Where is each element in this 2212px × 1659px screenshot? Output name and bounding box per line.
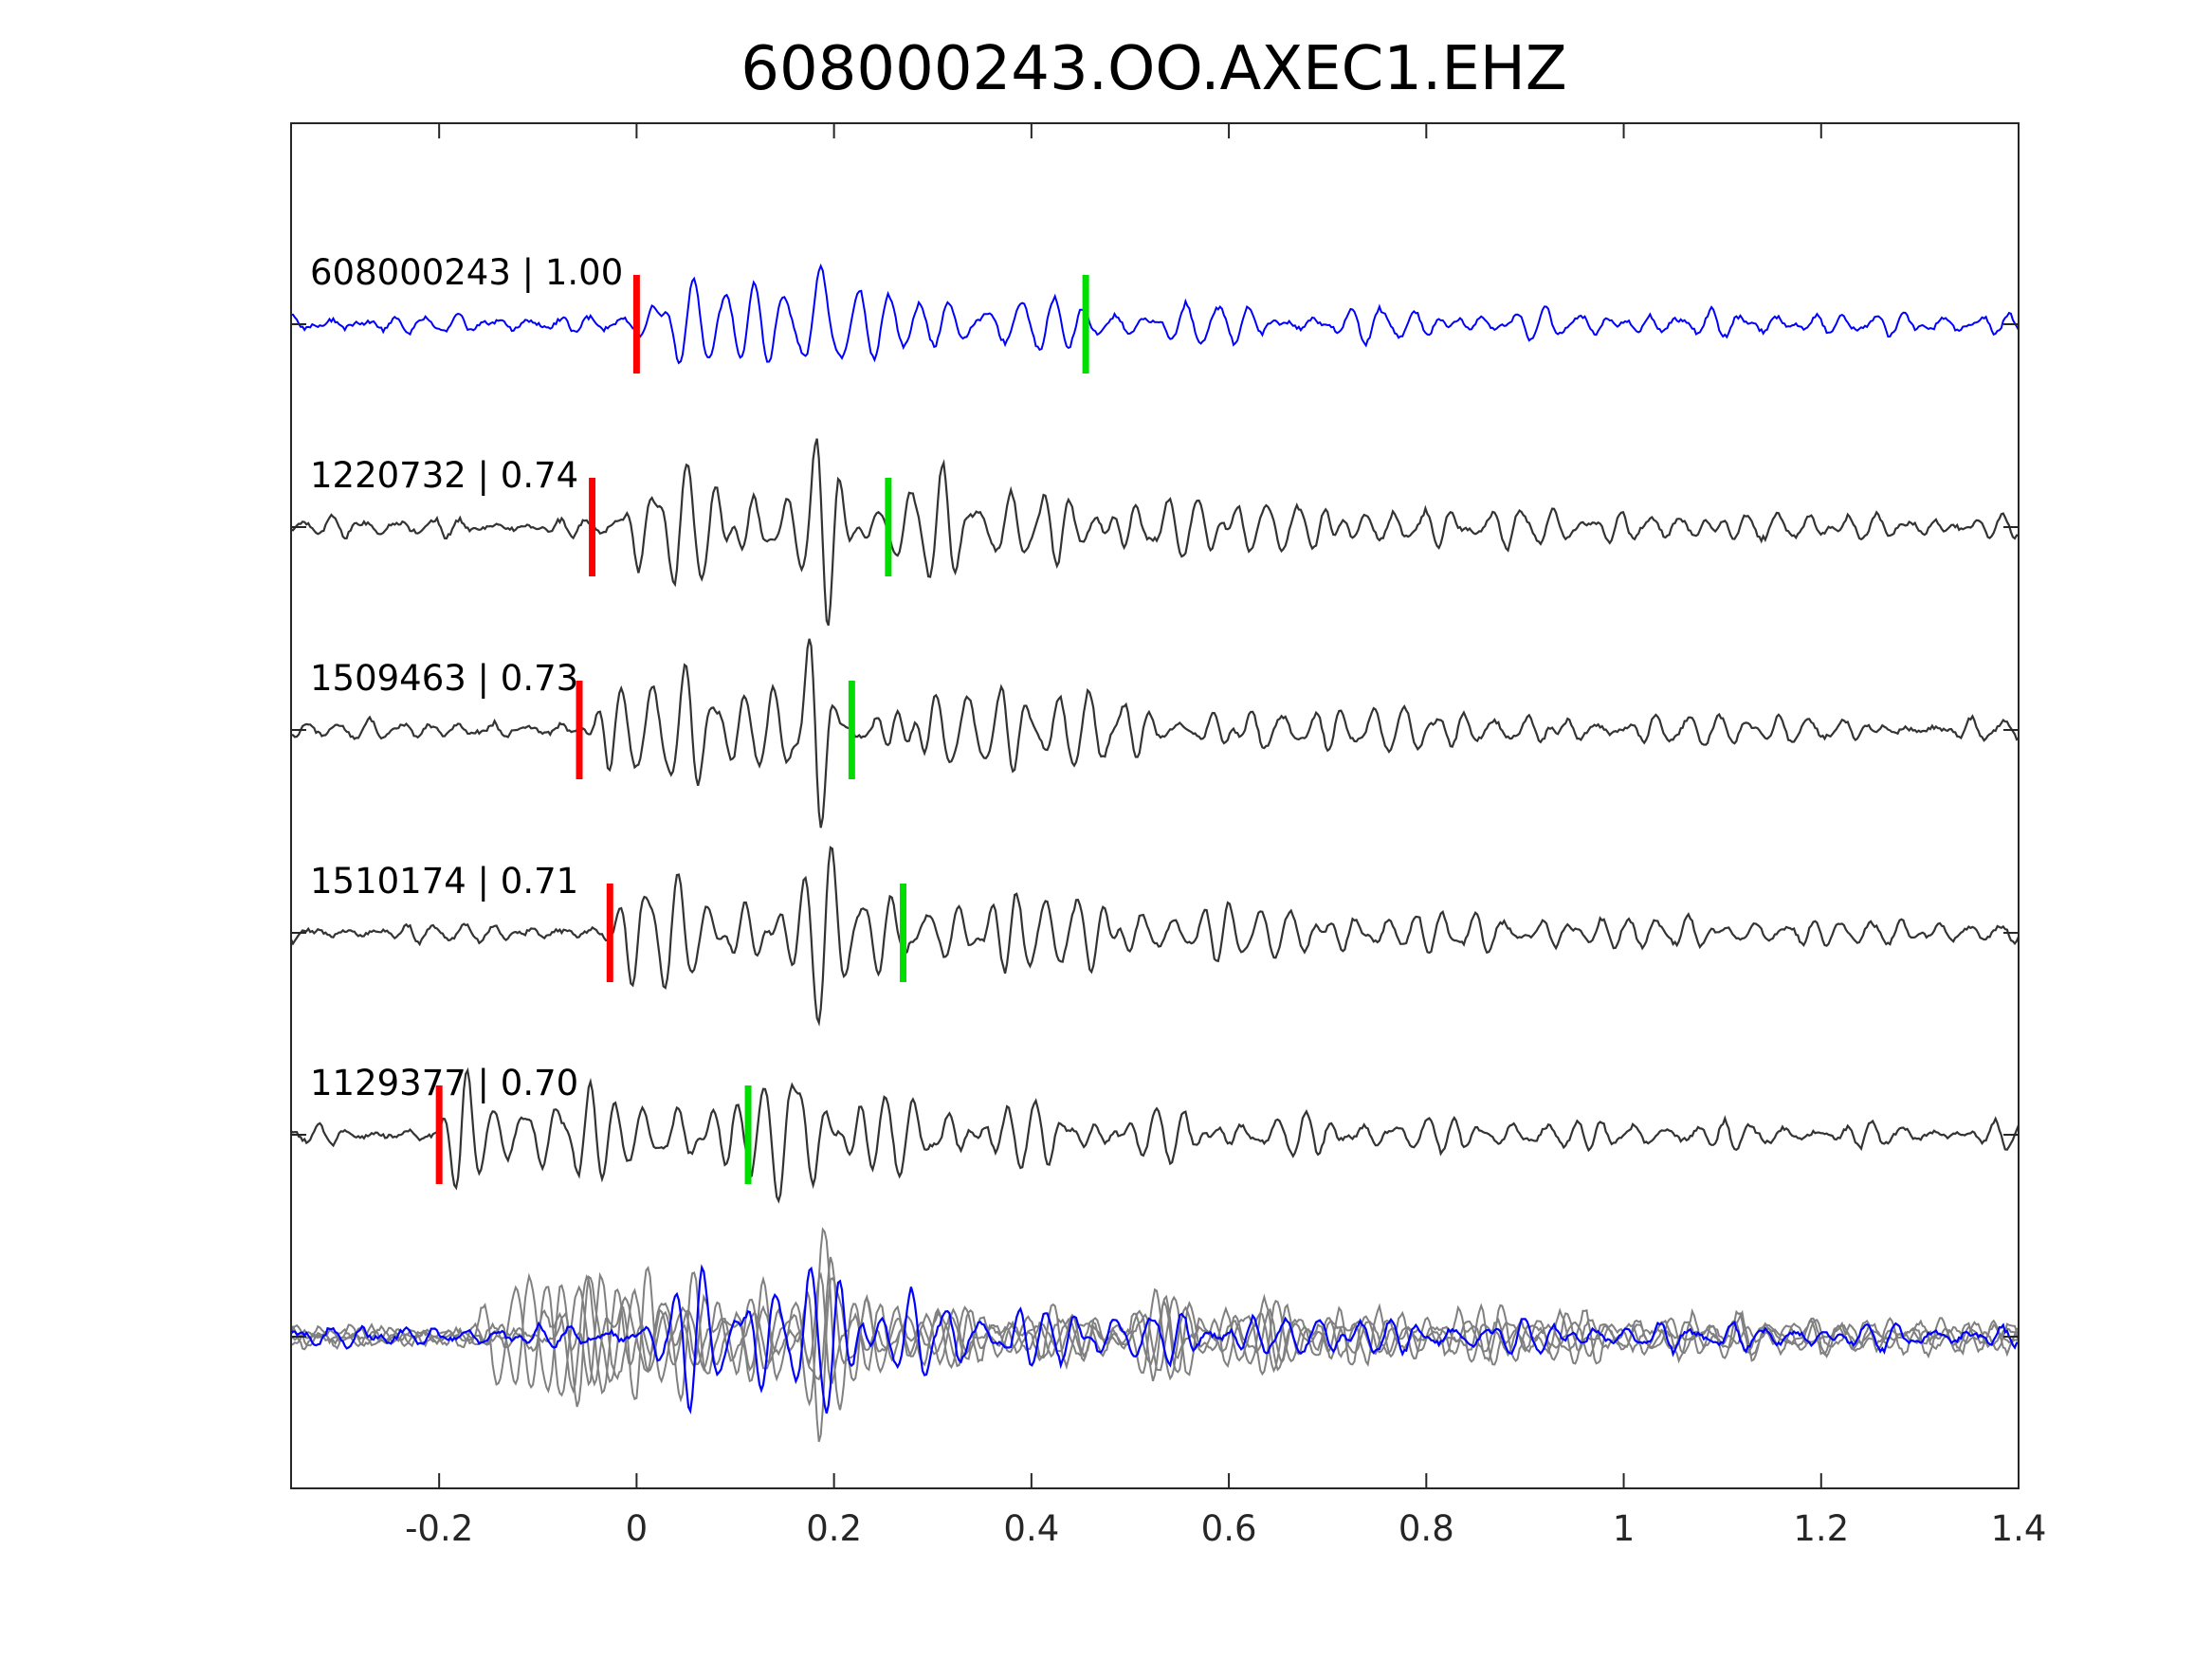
trace-label: 1510174 | 0.71 bbox=[310, 861, 578, 902]
x-axis-ticks: -0.2 0 0.2 0.4 0.6 0.8 1 1.2 1.4 bbox=[291, 123, 2046, 1549]
waveform-trace bbox=[290, 1066, 2020, 1204]
trace-label: 1220732 | 0.74 bbox=[310, 455, 578, 496]
trace-label: 1129377 | 0.70 bbox=[310, 1063, 578, 1103]
traces-layer bbox=[290, 263, 2020, 1443]
waveform-trace bbox=[290, 438, 2020, 627]
overlay-trace bbox=[290, 1256, 2020, 1408]
overlay-trace bbox=[290, 1271, 2020, 1443]
x-tick-label: -0.2 bbox=[405, 1508, 473, 1549]
axes-box bbox=[290, 122, 2020, 1489]
x-tick-label: 0 bbox=[626, 1508, 649, 1549]
x-tick-label: 0.8 bbox=[1398, 1508, 1454, 1549]
x-tick-label: 0.6 bbox=[1201, 1508, 1257, 1549]
x-tick-label: 1.2 bbox=[1793, 1508, 1849, 1549]
trace-label: 608000243 | 1.00 bbox=[310, 252, 623, 293]
overlay-trace bbox=[290, 1227, 2020, 1411]
picks-layer bbox=[435, 275, 1089, 1184]
overlay-master-trace bbox=[290, 1264, 2020, 1415]
trace-labels: 608000243 | 1.00 1220732 | 0.74 1509463 | … bbox=[310, 252, 623, 1103]
trace-label: 1509463 | 0.73 bbox=[310, 658, 578, 699]
x-tick-label: 1 bbox=[1613, 1508, 1636, 1549]
x-tick-label: 0.4 bbox=[1003, 1508, 1059, 1549]
x-tick-label: 1.4 bbox=[1991, 1508, 2047, 1549]
chart-title: 608000243.OO.AXEC1.EHZ bbox=[740, 34, 1567, 104]
waveform-trace bbox=[290, 846, 2020, 1027]
x-tick-label: 0.2 bbox=[806, 1508, 862, 1549]
waveform-trace bbox=[291, 263, 2020, 365]
